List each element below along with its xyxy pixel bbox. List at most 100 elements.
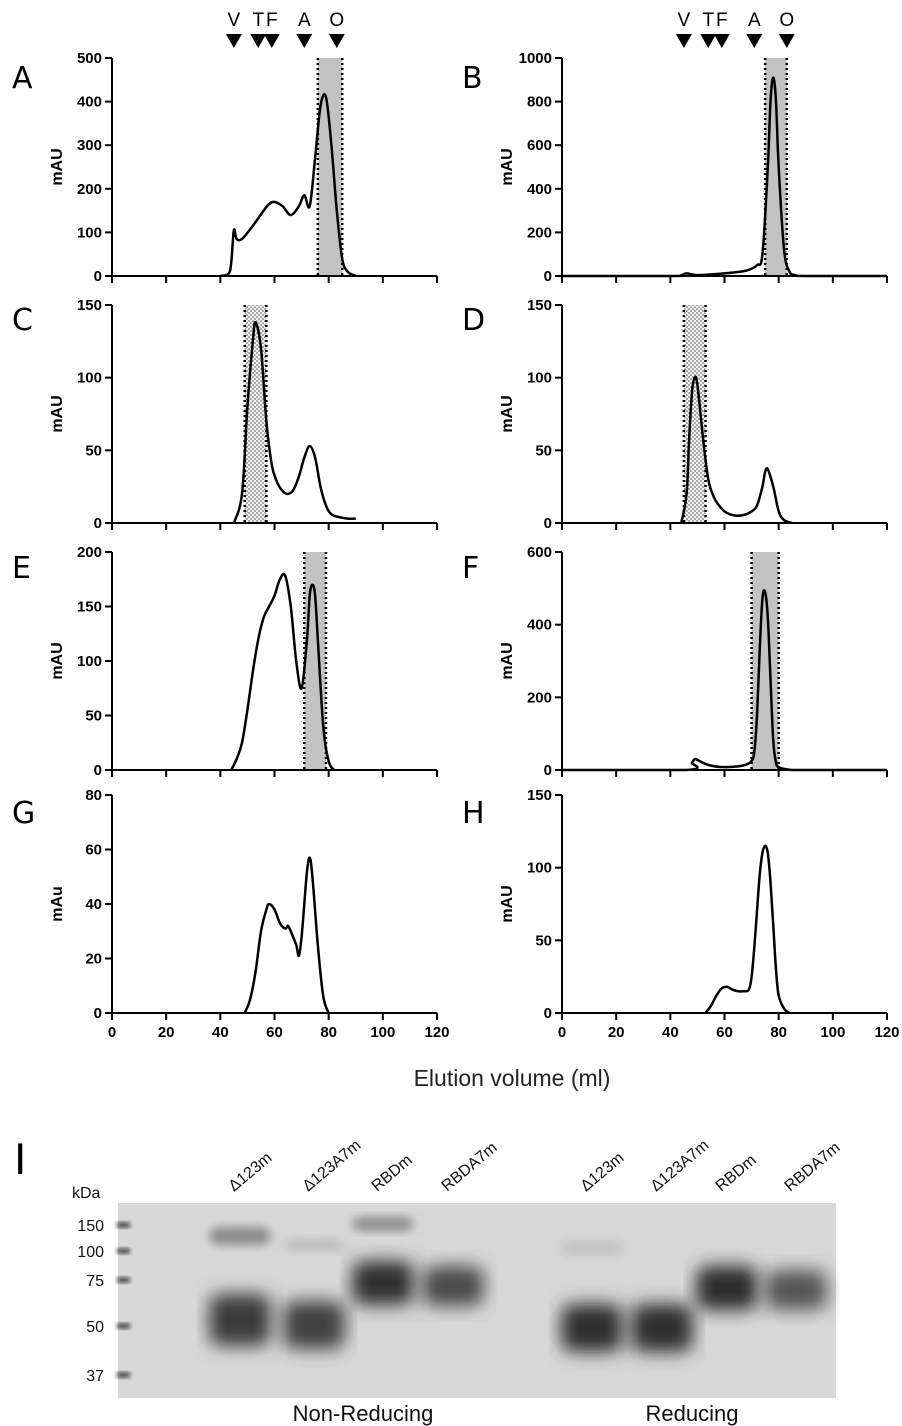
lane-label: RBDA7m <box>782 1139 844 1195</box>
ladder-band <box>117 1323 130 1329</box>
y-tick-label: 1000 <box>519 50 552 67</box>
panel-b: B 0 200 400 600 800 1000 mAU V T F A O <box>462 10 888 285</box>
y-tick-label: 400 <box>527 617 552 634</box>
panel-label-f: F <box>462 551 479 586</box>
y-tick-label: 50 <box>85 708 102 725</box>
protein-band <box>352 1217 414 1231</box>
x-axis-title: Elution volume (ml) <box>414 1065 611 1091</box>
lane-label: RBDm <box>369 1152 416 1195</box>
y-axis-label: mAU <box>499 148 516 185</box>
pooled-fraction-region <box>317 58 343 276</box>
y-tick-label: 50 <box>85 442 102 459</box>
y-tick-label: 50 <box>535 932 552 949</box>
ladder-band <box>117 1277 130 1283</box>
x-tick-label: 60 <box>266 1024 283 1041</box>
elution-trace <box>562 76 887 278</box>
lane-label: RBDA7m <box>439 1139 501 1195</box>
lane-label: Δ123m <box>226 1149 276 1195</box>
panel-label-g: G <box>12 796 35 831</box>
y-tick-label: 150 <box>77 297 102 314</box>
x-tick-label: 40 <box>662 1024 679 1041</box>
protein-band <box>422 1266 484 1306</box>
panel-h: H 0 50 100 150 0 20 40 60 80 100 120 mAU <box>462 787 900 1041</box>
panel-g: G 0 20 40 60 80 0 20 40 60 80 100 120 mAu <box>12 787 450 1041</box>
x-tick-label: 80 <box>320 1024 337 1041</box>
y-tick-label: 0 <box>544 762 552 779</box>
x-tick-label: 40 <box>212 1024 229 1041</box>
x-tick-label: 80 <box>770 1024 787 1041</box>
marker-label: O <box>329 10 344 31</box>
y-tick-label: 20 <box>85 951 102 968</box>
marker-triangle <box>713 34 730 48</box>
y-tick-label: 0 <box>94 1005 102 1022</box>
protein-band <box>561 1241 623 1255</box>
mw-marker-labels: 150 100 75 50 37 <box>77 1218 104 1385</box>
protein-band <box>283 1301 345 1349</box>
marker-label: A <box>298 10 311 31</box>
y-tick-label: 600 <box>527 544 552 561</box>
lane-label: Δ123m <box>578 1149 628 1195</box>
y-tick-label: 400 <box>527 181 552 198</box>
y-axis-label: mAU <box>499 885 516 922</box>
mw-marker-label: 150 <box>77 1218 104 1235</box>
mw-marker-label: 75 <box>86 1273 104 1290</box>
panel-label-c: C <box>12 303 33 338</box>
marker-triangle <box>296 34 313 48</box>
marker-label: V <box>678 10 691 31</box>
protein-band <box>209 1227 271 1245</box>
lane-labels: Δ123m Δ123A7m RBDm RBDA7m Δ123m Δ123A7m RBDm RB… <box>226 1137 844 1195</box>
protein-band <box>352 1261 414 1305</box>
y-axis-label: mAu <box>49 886 66 922</box>
condition-label-non-reducing: Non-Reducing <box>293 1401 434 1426</box>
panel-e: E 0 50 100 150 200 mAU <box>12 544 438 779</box>
mw-marker-label: 50 <box>86 1319 104 1336</box>
x-tick-label: 0 <box>108 1024 116 1041</box>
condition-label-reducing: Reducing <box>646 1401 739 1426</box>
y-axis-label: mAU <box>49 642 66 679</box>
y-tick-label: 50 <box>535 442 552 459</box>
y-tick-label: 0 <box>544 515 552 532</box>
y-tick-label: 150 <box>527 297 552 314</box>
panel-label-e: E <box>12 551 31 586</box>
x-tick-label: 0 <box>558 1024 566 1041</box>
y-tick-label: 400 <box>77 94 102 111</box>
protein-band <box>561 1304 623 1352</box>
y-tick-label: 200 <box>77 181 102 198</box>
y-tick-label: 0 <box>94 515 102 532</box>
x-tick-label: 100 <box>820 1024 845 1041</box>
marker-label: O <box>779 10 794 31</box>
y-tick-label: 500 <box>77 50 102 67</box>
panel-label-b: B <box>462 61 483 96</box>
x-tick-label: 100 <box>370 1024 395 1041</box>
y-tick-label: 100 <box>77 224 102 241</box>
marker-label: V <box>228 10 241 31</box>
x-tick-label: 120 <box>424 1024 449 1041</box>
y-tick-label: 40 <box>85 896 102 913</box>
y-tick-label: 200 <box>77 544 102 561</box>
y-tick-label: 100 <box>77 653 102 670</box>
y-axis-label: mAU <box>499 395 516 432</box>
y-tick-label: 100 <box>527 860 552 877</box>
elution-trace <box>243 856 330 1014</box>
panel-label-d: D <box>462 303 485 338</box>
molecular-weight-ladder <box>117 1222 130 1378</box>
y-tick-label: 100 <box>77 370 102 387</box>
marker-label: F <box>266 10 278 31</box>
mw-marker-label: 100 <box>77 1244 104 1261</box>
panel-c: C 0 50 100 150 mAU <box>12 297 438 532</box>
lane-label: Δ123A7m <box>300 1137 365 1195</box>
marker-triangle <box>263 34 280 48</box>
y-axis-label: mAU <box>49 148 66 185</box>
marker-triangle <box>746 34 763 48</box>
kda-label: kDa <box>72 1185 101 1202</box>
lane-label: RBDm <box>713 1152 760 1195</box>
y-tick-label: 0 <box>544 268 552 285</box>
pooled-fraction-region <box>683 305 706 523</box>
elution-trace <box>232 321 356 524</box>
y-tick-label: 150 <box>527 787 552 804</box>
